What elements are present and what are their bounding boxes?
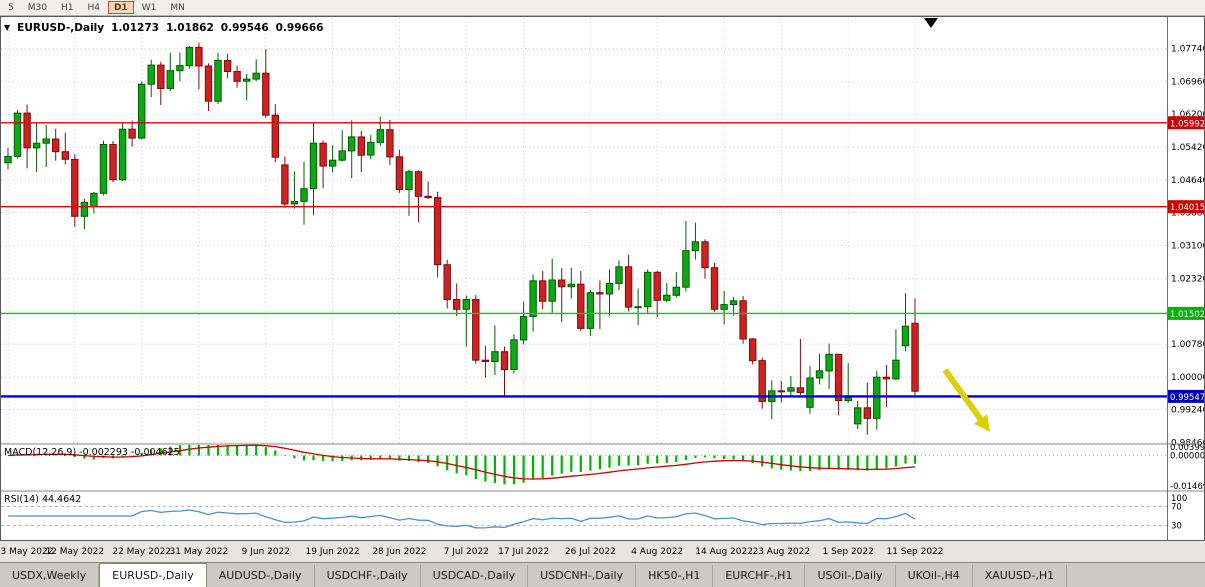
tab-usdchf-daily[interactable]: USDCHF-,Daily xyxy=(314,565,421,587)
tab-usoil-daily[interactable]: USOil-,Daily xyxy=(805,565,896,587)
chart-header: ▼ EURUSD-,Daily 1.01273 1.01862 0.99546 … xyxy=(4,22,323,34)
rsi-indicator-label: RSI(14) 44.4642 xyxy=(4,494,82,505)
svg-text:0.00000: 0.00000 xyxy=(1170,452,1205,462)
timeframe-button-mn[interactable]: MN xyxy=(170,3,185,13)
chart-close-value: 0.99666 xyxy=(275,22,324,34)
timeframe-button-h4[interactable]: H4 xyxy=(87,3,100,13)
timeframe-toolbar: 5 M30 H1 H4 D1 W1 MN xyxy=(0,0,1205,16)
support-line-blue[interactable]: 0.99547 xyxy=(1,389,1205,403)
timeframe-button-h1[interactable]: H1 xyxy=(60,3,74,13)
timeframe-button-5[interactable]: 5 xyxy=(8,3,14,13)
trend-arrow-annotation[interactable] xyxy=(942,368,990,432)
timeframe-button-m30[interactable]: M30 xyxy=(27,3,47,13)
svg-text:1.06960: 1.06960 xyxy=(1171,78,1205,88)
timeframe-button-w1[interactable]: W1 xyxy=(141,3,157,13)
svg-text:1.04640: 1.04640 xyxy=(1171,176,1205,186)
chevron-down-icon[interactable]: ▼ xyxy=(4,23,11,32)
svg-text:0.99240: 0.99240 xyxy=(1171,406,1205,416)
chart-open-value: 1.01273 xyxy=(111,22,159,34)
tab-usdcnh-daily[interactable]: USDCNH-,Daily xyxy=(528,565,637,587)
svg-text:7 Jul 2022: 7 Jul 2022 xyxy=(444,547,489,557)
svg-text:1.03100: 1.03100 xyxy=(1171,242,1205,252)
timeframe-button-d1[interactable]: D1 xyxy=(107,1,134,14)
tab-eurusd-daily[interactable]: EURUSD-,Daily xyxy=(99,563,207,587)
svg-text:30: 30 xyxy=(1171,522,1182,532)
macd-indicator-label: MACD(12,26,9) -0.002293 -0.004625 xyxy=(4,447,180,458)
svg-text:23 Aug 2022: 23 Aug 2022 xyxy=(752,547,810,557)
svg-text:28 Jun 2022: 28 Jun 2022 xyxy=(372,547,426,557)
chart-low-value: 0.99546 xyxy=(220,22,269,34)
svg-text:17 Jul 2022: 17 Jul 2022 xyxy=(498,547,549,557)
svg-text:31 May 2022: 31 May 2022 xyxy=(170,547,229,557)
svg-text:22 May 2022: 22 May 2022 xyxy=(112,547,171,557)
svg-text:19 Jun 2022: 19 Jun 2022 xyxy=(306,547,360,557)
svg-text:11 Sep 2022: 11 Sep 2022 xyxy=(886,547,943,557)
tab-usdx-weekly[interactable]: USDX,Weekly xyxy=(0,565,100,587)
svg-text:3 May 2022: 3 May 2022 xyxy=(1,547,54,557)
symbol-tab-bar: USDX,Weekly EURUSD-,Daily AUDUSD-,Daily USD… xyxy=(0,562,1205,587)
svg-text:1.05420: 1.05420 xyxy=(1171,143,1205,153)
svg-text:1.04015: 1.04015 xyxy=(1170,203,1205,213)
svg-text:1 Sep 2022: 1 Sep 2022 xyxy=(823,547,874,557)
svg-text:26 Jul 2022: 26 Jul 2022 xyxy=(565,547,616,557)
chart-high-value: 1.01862 xyxy=(165,22,214,34)
svg-text:1.00000: 1.00000 xyxy=(1171,373,1205,383)
price-chart-canvas[interactable]: 1.07740 1.06960 1.06200 1.05420 1.04640 1.038… xyxy=(0,16,1205,562)
svg-text:9 Jun 2022: 9 Jun 2022 xyxy=(242,547,290,557)
svg-text:1.06200: 1.06200 xyxy=(1171,110,1205,120)
resistance-line-upper[interactable]: 1.05992 xyxy=(1,116,1205,130)
chart-window: 1.07740 1.06960 1.06200 1.05420 1.04640 1.038… xyxy=(0,16,1205,562)
candlestick-series xyxy=(4,43,919,435)
tab-audusd-daily[interactable]: AUDUSD-,Daily xyxy=(206,565,315,587)
svg-text:1.01502: 1.01502 xyxy=(1170,310,1205,320)
tab-usdcad-daily[interactable]: USDCAD-,Daily xyxy=(420,565,529,587)
tab-ukoil-h4[interactable]: UKOil-,H4 xyxy=(895,565,973,587)
svg-text:12 May 2022: 12 May 2022 xyxy=(45,547,104,557)
marker-triangle-icon[interactable] xyxy=(924,18,938,28)
svg-text:70: 70 xyxy=(1171,502,1182,512)
svg-text:1.03880: 1.03880 xyxy=(1171,209,1205,219)
pivot-line-green[interactable]: 1.01502 xyxy=(1,306,1205,320)
svg-text:1.00780: 1.00780 xyxy=(1171,340,1205,350)
tab-xauusd-h1[interactable]: XAUUSD-,H1 xyxy=(972,565,1068,587)
svg-text:1.02320: 1.02320 xyxy=(1171,275,1205,285)
svg-text:1.07740: 1.07740 xyxy=(1171,45,1205,55)
tab-eurchf-h1[interactable]: EURCHF-,H1 xyxy=(713,565,806,587)
svg-text:4 Aug 2022: 4 Aug 2022 xyxy=(631,547,683,557)
resistance-line-lower[interactable]: 1.04015 xyxy=(1,200,1205,214)
svg-text:0.00399: 0.00399 xyxy=(1170,443,1205,453)
svg-text:1.05992: 1.05992 xyxy=(1170,119,1205,129)
svg-text:14 Aug 2022: 14 Aug 2022 xyxy=(695,547,753,557)
chart-grid xyxy=(1,18,1167,444)
svg-text:-0.01469: -0.01469 xyxy=(1170,482,1205,492)
svg-text:100: 100 xyxy=(1171,494,1187,504)
svg-text:0.99547: 0.99547 xyxy=(1170,393,1205,403)
chart-symbol-label: EURUSD-,Daily xyxy=(17,22,105,34)
tab-hk50-h1[interactable]: HK50-,H1 xyxy=(636,565,714,587)
